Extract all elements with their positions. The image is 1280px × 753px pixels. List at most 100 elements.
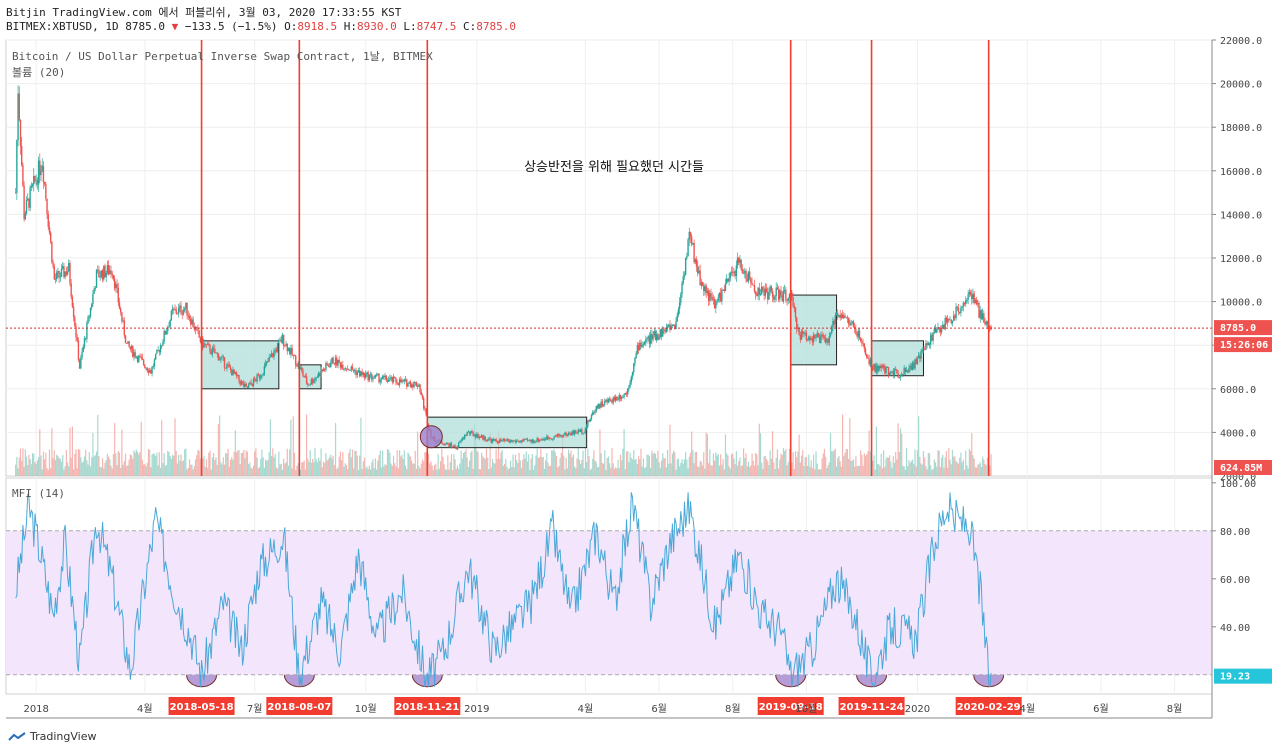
volume-bar bbox=[940, 457, 943, 476]
candle-body bbox=[489, 438, 491, 440]
candle-body bbox=[640, 342, 642, 347]
volume-bar bbox=[978, 464, 980, 476]
candle-body bbox=[157, 350, 159, 351]
volume-bar bbox=[347, 469, 349, 476]
candle-body bbox=[58, 271, 60, 278]
candle-body bbox=[948, 318, 950, 320]
candle-body bbox=[366, 372, 368, 374]
volume-bar bbox=[188, 459, 191, 476]
candle-body bbox=[299, 367, 302, 369]
mfi-y-tick-label: 80.00 bbox=[1220, 527, 1250, 538]
volume-bar bbox=[292, 416, 294, 476]
volume-bar bbox=[391, 465, 393, 476]
candle-body bbox=[471, 431, 473, 433]
volume-bar bbox=[308, 461, 310, 476]
candle-body bbox=[875, 365, 878, 373]
volume-bar bbox=[798, 434, 800, 476]
annotation-text: 상승반전을 위해 필요했던 시간들 bbox=[524, 159, 704, 175]
volume-bar bbox=[631, 459, 634, 476]
candle-body bbox=[403, 379, 406, 382]
volume-bar bbox=[302, 462, 304, 476]
volume-bar bbox=[319, 460, 321, 476]
candle-body bbox=[87, 316, 89, 323]
volume-bar bbox=[369, 469, 372, 476]
volume-bar bbox=[132, 458, 134, 476]
candle-body bbox=[217, 353, 220, 361]
volume-bar bbox=[561, 433, 564, 476]
volume-bar bbox=[196, 455, 198, 476]
volume-bar bbox=[368, 465, 370, 476]
candle-body bbox=[635, 353, 637, 358]
candle-body bbox=[145, 367, 147, 369]
candle-body bbox=[905, 370, 908, 372]
candle-body bbox=[844, 315, 846, 318]
candle-body bbox=[956, 306, 958, 308]
volume-bar bbox=[459, 463, 461, 476]
candle-body bbox=[575, 430, 577, 433]
volume-bar bbox=[146, 462, 148, 476]
volume-bar bbox=[825, 456, 827, 476]
volume-bar bbox=[925, 466, 927, 476]
volume-bar bbox=[439, 461, 442, 476]
volume-bar bbox=[682, 463, 684, 476]
candle-body bbox=[337, 359, 339, 366]
volume-bar bbox=[429, 463, 431, 476]
volume-bar bbox=[553, 449, 555, 476]
candle-body bbox=[520, 440, 523, 442]
candle-body bbox=[546, 436, 548, 440]
candle-body bbox=[832, 320, 834, 327]
candle-body bbox=[129, 346, 132, 350]
candle-body bbox=[938, 327, 940, 328]
volume-bar bbox=[868, 430, 870, 476]
volume-bar bbox=[745, 453, 747, 476]
candle-body bbox=[41, 165, 43, 171]
candle-body bbox=[36, 180, 39, 185]
candle-body bbox=[887, 367, 890, 376]
volume-bar bbox=[621, 460, 623, 476]
candle-body bbox=[261, 375, 263, 377]
date-marker-label: 2020-02-29 bbox=[957, 702, 1021, 713]
footer-brand[interactable]: TradingView bbox=[8, 730, 96, 743]
candle-body bbox=[453, 445, 455, 448]
candle-body bbox=[418, 384, 420, 387]
candle-body bbox=[234, 372, 237, 374]
candle-body bbox=[35, 180, 37, 182]
candle-body bbox=[722, 289, 724, 291]
candle-body bbox=[344, 368, 346, 370]
x-tick-label: 7월 bbox=[247, 703, 263, 715]
volume-bar bbox=[202, 458, 204, 476]
candle-body bbox=[776, 287, 779, 290]
candle-body bbox=[424, 408, 426, 410]
volume-bar bbox=[813, 454, 815, 476]
candle-body bbox=[479, 436, 482, 438]
candle-body bbox=[116, 283, 118, 289]
volume-bar bbox=[389, 452, 391, 476]
candle-body bbox=[837, 312, 839, 317]
volume-bar bbox=[902, 465, 904, 476]
candle-body bbox=[456, 446, 459, 450]
volume-bar bbox=[395, 466, 397, 476]
volume-bar bbox=[720, 454, 722, 476]
volume-bar bbox=[733, 458, 735, 476]
volume-bar bbox=[495, 448, 497, 476]
volume-bar bbox=[763, 456, 765, 476]
candle-body bbox=[531, 439, 534, 443]
volume-bar bbox=[351, 449, 354, 476]
candle-body bbox=[787, 297, 789, 301]
volume-bar bbox=[593, 450, 595, 476]
volume-bar bbox=[927, 452, 929, 476]
candle-body bbox=[989, 326, 991, 328]
volume-bar bbox=[248, 464, 250, 476]
volume-bar bbox=[942, 454, 944, 476]
candle-body bbox=[631, 372, 634, 377]
volume-bar bbox=[829, 432, 832, 476]
volume-bar bbox=[849, 417, 851, 476]
candle-body bbox=[30, 185, 33, 188]
volume-bar bbox=[164, 466, 166, 476]
volume-bar bbox=[810, 460, 812, 476]
candle-body bbox=[583, 432, 585, 434]
volume-bar bbox=[63, 469, 65, 476]
volume-bar bbox=[883, 450, 885, 476]
candle-body bbox=[39, 160, 41, 176]
